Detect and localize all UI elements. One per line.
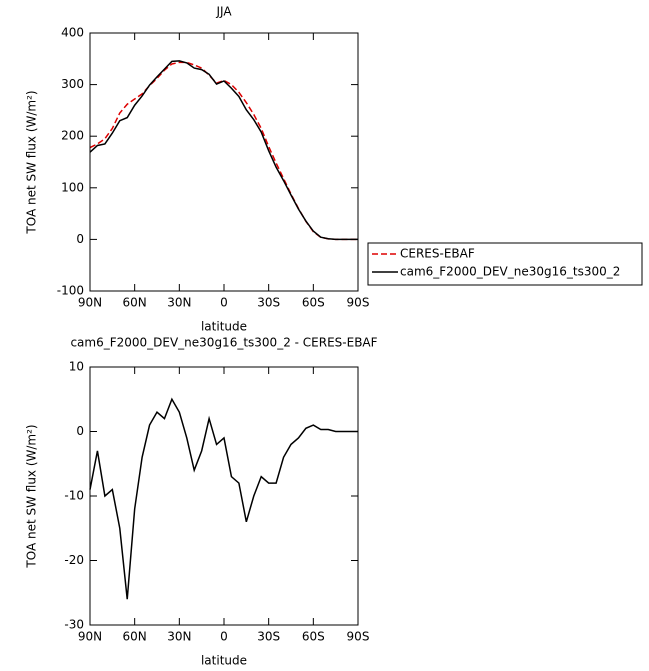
x-tick-label: 90N bbox=[78, 630, 102, 644]
x-axis-label: latitude bbox=[201, 654, 247, 668]
y-tick-label: -20 bbox=[64, 553, 84, 567]
y-tick-label: 100 bbox=[61, 180, 84, 194]
series-line bbox=[89, 397, 358, 600]
x-tick-label: 30N bbox=[167, 630, 191, 644]
x-tick-label: 90N bbox=[78, 296, 102, 310]
y-tick-label: -10 bbox=[64, 489, 84, 503]
x-tick-label: 60N bbox=[123, 630, 147, 644]
y-tick-label: 400 bbox=[61, 26, 84, 40]
series-line bbox=[89, 60, 358, 241]
x-tick-label: 60S bbox=[302, 296, 325, 310]
x-tick-label: 0 bbox=[220, 630, 228, 644]
y-tick-label: 200 bbox=[61, 129, 84, 143]
y-tick-label: -30 bbox=[64, 618, 84, 632]
y-axis-label: TOA net SW flux (W/m²) bbox=[25, 424, 39, 568]
y-tick-label: -100 bbox=[57, 284, 84, 298]
plot-frame bbox=[89, 32, 359, 292]
y-tick-label: 300 bbox=[61, 77, 84, 91]
x-tick-label: 0 bbox=[220, 296, 228, 310]
legend-box bbox=[367, 242, 643, 286]
x-tick-label: 90S bbox=[347, 630, 370, 644]
y-tick-label: 0 bbox=[76, 232, 84, 246]
x-axis-label: latitude bbox=[201, 320, 247, 334]
chart-title: JJA bbox=[215, 5, 232, 19]
y-axis-label: TOA net SW flux (W/m²) bbox=[25, 90, 39, 234]
x-tick-label: 60N bbox=[123, 296, 147, 310]
y-tick-label: 10 bbox=[69, 360, 84, 374]
x-tick-label: 30S bbox=[257, 296, 280, 310]
legend-label: cam6_F2000_DEV_ne30g16_ts300_2 bbox=[400, 265, 620, 279]
series-line bbox=[89, 61, 358, 241]
x-tick-label: 30S bbox=[257, 630, 280, 644]
y-tick-label: 0 bbox=[76, 424, 84, 438]
chart-title: cam6_F2000_DEV_ne30g16_ts300_2 - CERES-E… bbox=[70, 336, 377, 350]
x-tick-label: 90S bbox=[347, 296, 370, 310]
x-tick-label: 30N bbox=[167, 296, 191, 310]
legend-label: CERES-EBAF bbox=[400, 247, 475, 261]
plot-frame bbox=[89, 366, 359, 626]
x-tick-label: 60S bbox=[302, 630, 325, 644]
